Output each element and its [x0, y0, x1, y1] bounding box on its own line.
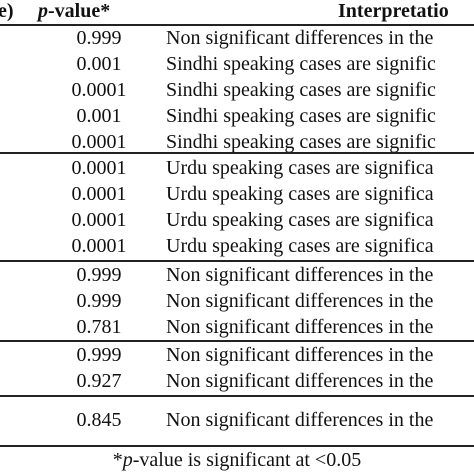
interpretation-cell: Non significant differences in the	[166, 344, 434, 366]
pvalue-cell: 0.0001	[71, 79, 127, 101]
interpretation-cell: Urdu speaking cases are significa	[166, 209, 434, 231]
table-row: 0.999 Non significant differences in the	[0, 262, 474, 288]
pvalue-cell: 0.999	[76, 344, 122, 366]
header-p-italic: p	[38, 0, 48, 22]
interpretation-cell: Non significant differences in the	[166, 316, 434, 338]
interpretation-cell: Sindhi speaking cases are signific	[166, 79, 436, 101]
pvalue-cell: 0.0001	[71, 235, 127, 257]
table-row: 0.999 Non significant differences in the	[0, 288, 474, 314]
table-bottom-rule	[0, 445, 474, 447]
table-row: 0.845 Non significant differences in the	[0, 407, 474, 433]
interpretation-cell: Urdu speaking cases are significa	[166, 157, 434, 179]
pvalue-cell: 0.999	[76, 27, 122, 49]
column-header-clipped: e)	[0, 0, 14, 22]
table-row: 0.999 Non significant differences in the	[0, 342, 474, 368]
column-header-pvalue: p-value*	[38, 0, 110, 22]
footnote-p-italic: p	[122, 449, 133, 471]
interpretation-cell: Sindhi speaking cases are signific	[166, 105, 436, 127]
group-separator	[0, 395, 474, 397]
table-footnote: *p-value is significant at <0.05	[0, 448, 474, 472]
column-header-interpretation: Interpretatio	[338, 0, 449, 22]
table-row: 0.0001 Sindhi speaking cases are signifi…	[0, 129, 474, 155]
header-pvalue-rest: -value*	[48, 0, 111, 22]
pvalue-cell: 0.001	[76, 53, 122, 75]
group-separator	[0, 152, 474, 154]
pvalue-cell: 0.927	[76, 370, 122, 392]
pvalue-cell: 0.001	[76, 105, 122, 127]
interpretation-cell: Non significant differences in the	[166, 264, 434, 286]
interpretation-cell: Urdu speaking cases are significa	[166, 183, 434, 205]
group-separator	[0, 260, 474, 262]
interpretation-cell: Sindhi speaking cases are signific	[166, 53, 436, 75]
header-rule	[0, 24, 474, 26]
pvalue-cell: 0.0001	[71, 209, 127, 231]
interpretation-cell: Non significant differences in the	[166, 27, 434, 49]
pvalue-cell: 0.781	[76, 316, 122, 338]
footnote-text: -value is significant at <0.05	[132, 449, 362, 471]
table-row: 0.0001 Urdu speaking cases are significa	[0, 233, 474, 259]
interpretation-cell: Non significant differences in the	[166, 409, 434, 431]
table-row: 0.0001 Urdu speaking cases are significa	[0, 207, 474, 233]
interpretation-cell: Urdu speaking cases are significa	[166, 235, 434, 257]
interpretation-cell: Non significant differences in the	[166, 290, 434, 312]
group-separator	[0, 340, 474, 342]
table-row: 0.0001 Urdu speaking cases are significa	[0, 181, 474, 207]
pvalue-cell: 0.0001	[71, 157, 127, 179]
interpretation-cell: Sindhi speaking cases are signific	[166, 131, 436, 153]
table-row: 0.0001 Sindhi speaking cases are signifi…	[0, 77, 474, 103]
pvalue-cell: 0.999	[76, 264, 122, 286]
table-row: 0.001 Sindhi speaking cases are signific	[0, 51, 474, 77]
table-row: 0.999 Non significant differences in the	[0, 25, 474, 51]
table-row: 0.001 Sindhi speaking cases are signific	[0, 103, 474, 129]
table-row: 0.781 Non significant differences in the	[0, 314, 474, 340]
footnote-asterisk: *	[112, 449, 123, 471]
table-row: 0.927 Non significant differences in the	[0, 368, 474, 394]
table-row: 0.0001 Urdu speaking cases are significa	[0, 155, 474, 181]
pvalue-cell: 0.845	[76, 409, 122, 431]
pvalue-cell: 0.0001	[71, 183, 127, 205]
pvalue-cell: 0.999	[76, 290, 122, 312]
interpretation-cell: Non significant differences in the	[166, 370, 434, 392]
pvalue-cell: 0.0001	[71, 131, 127, 153]
